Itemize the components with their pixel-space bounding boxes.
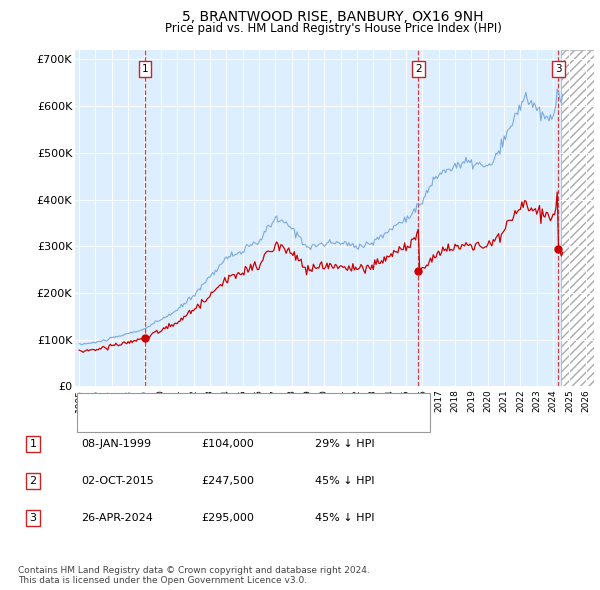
Text: 45% ↓ HPI: 45% ↓ HPI	[315, 476, 374, 486]
Text: 5, BRANTWOOD RISE, BANBURY, OX16 9NH: 5, BRANTWOOD RISE, BANBURY, OX16 9NH	[182, 10, 484, 24]
Text: 5, BRANTWOOD RISE, BANBURY, OX16 9NH (detached house): 5, BRANTWOOD RISE, BANBURY, OX16 9NH (de…	[111, 398, 418, 408]
Text: 1: 1	[29, 439, 37, 448]
Text: 02-OCT-2015: 02-OCT-2015	[81, 476, 154, 486]
Text: HPI: Average price, detached house, Cherwell: HPI: Average price, detached house, Cher…	[111, 417, 338, 427]
Text: £247,500: £247,500	[201, 476, 254, 486]
Text: 2: 2	[29, 476, 37, 486]
Text: 45% ↓ HPI: 45% ↓ HPI	[315, 513, 374, 523]
Text: 3: 3	[29, 513, 37, 523]
Text: 08-JAN-1999: 08-JAN-1999	[81, 439, 151, 448]
Text: 3: 3	[555, 64, 562, 74]
Text: Price paid vs. HM Land Registry's House Price Index (HPI): Price paid vs. HM Land Registry's House …	[164, 22, 502, 35]
Text: £104,000: £104,000	[201, 439, 254, 448]
Text: 29% ↓ HPI: 29% ↓ HPI	[315, 439, 374, 448]
Text: 2: 2	[415, 64, 422, 74]
Text: £295,000: £295,000	[201, 513, 254, 523]
Bar	[562, 50, 594, 386]
Text: 26-APR-2024: 26-APR-2024	[81, 513, 153, 523]
FancyBboxPatch shape	[77, 393, 430, 432]
Text: 1: 1	[142, 64, 148, 74]
Text: Contains HM Land Registry data © Crown copyright and database right 2024.
This d: Contains HM Land Registry data © Crown c…	[18, 566, 370, 585]
